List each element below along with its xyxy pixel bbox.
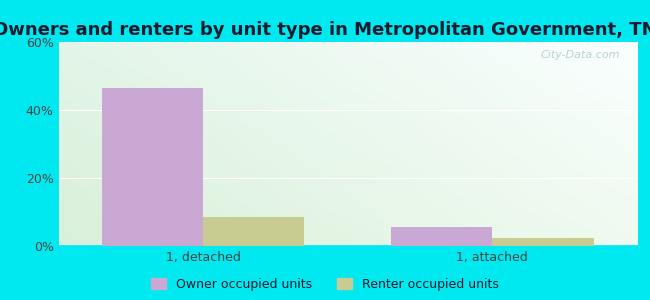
Bar [102, 88, 203, 246]
Bar [203, 217, 304, 246]
Legend: Owner occupied units, Renter occupied units: Owner occupied units, Renter occupied un… [151, 278, 499, 291]
Bar [493, 238, 593, 246]
Text: City-Data.com: City-Data.com [540, 50, 619, 60]
Text: Owners and renters by unit type in Metropolitan Government, TN: Owners and renters by unit type in Metro… [0, 21, 650, 39]
Bar [391, 227, 493, 246]
